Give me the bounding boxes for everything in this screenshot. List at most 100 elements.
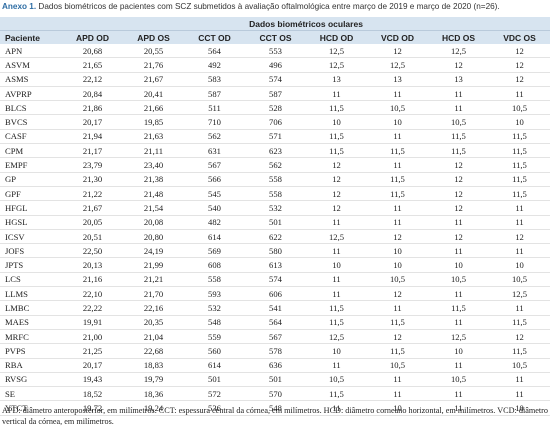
value-cell: 10 <box>306 114 367 130</box>
value-cell: 606 <box>245 286 306 302</box>
patient-cell: GP <box>0 172 62 187</box>
value-cell: 541 <box>245 300 306 316</box>
value-cell: 12 <box>306 200 367 216</box>
value-cell: 10 <box>489 257 550 273</box>
value-cell: 20,51 <box>62 229 123 245</box>
value-cell: 12 <box>489 229 550 245</box>
value-cell: 11 <box>428 243 489 259</box>
value-cell: 12,5 <box>428 329 489 345</box>
value-cell: 13 <box>367 72 428 87</box>
value-cell: 578 <box>245 343 306 359</box>
value-cell: 21,63 <box>123 129 184 145</box>
patient-cell: ASMS <box>0 72 62 87</box>
value-cell: 545 <box>184 186 245 202</box>
value-cell: 22,10 <box>62 286 123 302</box>
value-cell: 19,79 <box>123 372 184 388</box>
value-cell: 12,5 <box>306 229 367 245</box>
value-cell: 12 <box>428 186 489 202</box>
value-cell: 20,17 <box>62 358 123 373</box>
value-cell: 11 <box>367 386 428 402</box>
value-cell: 10 <box>367 400 428 416</box>
value-cell: 21,86 <box>62 100 123 116</box>
header-row: Paciente APD OD APD OS CCT OD CCT OS HCD OD VC… <box>0 30 550 44</box>
footnote: APD: diâmetro anteroposterior, em milíme… <box>2 406 548 426</box>
value-cell: 11 <box>306 243 367 259</box>
value-cell: 572 <box>184 386 245 402</box>
value-cell: 20,55 <box>123 44 184 59</box>
value-cell: 706 <box>245 114 306 130</box>
table-row: AVPRP 20,84 20,41 587 587 11 11 11 11 <box>0 86 550 102</box>
value-cell: 11 <box>367 157 428 173</box>
value-cell: 21,99 <box>123 257 184 273</box>
group-header: Dados biométricos oculares <box>62 17 550 31</box>
patient-cell: ICSV <box>0 229 62 245</box>
patient-cell: HGSL <box>0 215 62 230</box>
table-row: RBA 20,17 18,83 614 636 11 10,5 11 10,5 <box>0 358 550 373</box>
value-cell: 12 <box>428 57 489 73</box>
value-cell: 10,5 <box>367 100 428 116</box>
value-cell: 21,65 <box>62 57 123 73</box>
value-cell: 11 <box>489 243 550 259</box>
value-cell: 567 <box>184 157 245 173</box>
value-cell: 560 <box>184 343 245 359</box>
value-cell: 11,5 <box>306 129 367 145</box>
value-cell: 10 <box>428 257 489 273</box>
value-cell: 10 <box>306 343 367 359</box>
value-cell: 564 <box>245 315 306 330</box>
value-cell: 12 <box>367 329 428 345</box>
value-cell: 12 <box>306 157 367 173</box>
value-cell: 21,30 <box>62 172 123 187</box>
value-cell: 10,5 <box>367 272 428 288</box>
value-cell: 19,24 <box>123 400 184 416</box>
value-cell: 11,5 <box>367 186 428 202</box>
value-cell: 11 <box>428 315 489 330</box>
patient-cell: ASVM <box>0 57 62 73</box>
value-cell: 12 <box>306 172 367 187</box>
value-cell: 20,35 <box>123 315 184 330</box>
value-cell: 21,66 <box>123 100 184 116</box>
value-cell: 10 <box>367 257 428 273</box>
table-row: GPF 21,22 21,48 545 558 12 11,5 12 11,5 <box>0 186 550 202</box>
value-cell: 11 <box>428 86 489 102</box>
value-cell: 11 <box>489 200 550 216</box>
patient-cell: JPTS <box>0 257 62 273</box>
value-cell: 12 <box>489 57 550 73</box>
value-cell: 21,38 <box>123 172 184 187</box>
value-cell: 548 <box>184 315 245 330</box>
value-cell: 11,5 <box>306 386 367 402</box>
value-cell: 614 <box>184 358 245 373</box>
value-cell: 12 <box>367 286 428 302</box>
value-cell: 11 <box>367 86 428 102</box>
value-cell: 11,5 <box>489 186 550 202</box>
column-header: VCD OD <box>367 30 428 44</box>
value-cell: 540 <box>184 200 245 216</box>
value-cell: 11 <box>428 386 489 402</box>
value-cell: 19,43 <box>62 372 123 388</box>
value-cell: 622 <box>245 229 306 245</box>
value-cell: 12 <box>489 72 550 87</box>
value-cell: 12 <box>428 200 489 216</box>
value-cell: 23,40 <box>123 157 184 173</box>
value-cell: 11 <box>428 286 489 302</box>
value-cell: 11 <box>367 215 428 230</box>
value-cell: 13 <box>306 72 367 87</box>
value-cell: 564 <box>184 44 245 59</box>
value-cell: 21,67 <box>62 200 123 216</box>
table-row: APN 20,68 20,55 564 553 12,5 12 12,5 12 <box>0 44 550 59</box>
patient-cell: CPM <box>0 143 62 159</box>
value-cell: 10 <box>428 343 489 359</box>
value-cell: 19,91 <box>62 315 123 330</box>
value-cell: 11,5 <box>367 172 428 187</box>
biometric-table: Dados biométricos oculares Paciente APD O… <box>0 17 550 416</box>
value-cell: 18,36 <box>123 386 184 402</box>
value-cell: 11,5 <box>428 129 489 145</box>
value-cell: 11 <box>428 400 489 416</box>
value-cell: 21,54 <box>123 200 184 216</box>
value-cell: 11,5 <box>367 343 428 359</box>
value-cell: 567 <box>245 329 306 345</box>
value-cell: 11,5 <box>367 315 428 330</box>
value-cell: 12 <box>367 229 428 245</box>
value-cell: 492 <box>184 57 245 73</box>
value-cell: 562 <box>245 157 306 173</box>
table-row: HFGL 21,67 21,54 540 532 12 11 12 11 <box>0 200 550 216</box>
